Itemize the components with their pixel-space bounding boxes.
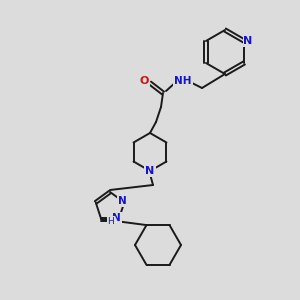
Text: N: N <box>118 196 127 206</box>
Text: NH: NH <box>174 76 192 86</box>
Text: O: O <box>139 76 149 86</box>
Text: N: N <box>146 166 154 176</box>
Text: N: N <box>243 36 253 46</box>
Text: H: H <box>107 217 114 226</box>
Text: N: N <box>112 213 121 223</box>
